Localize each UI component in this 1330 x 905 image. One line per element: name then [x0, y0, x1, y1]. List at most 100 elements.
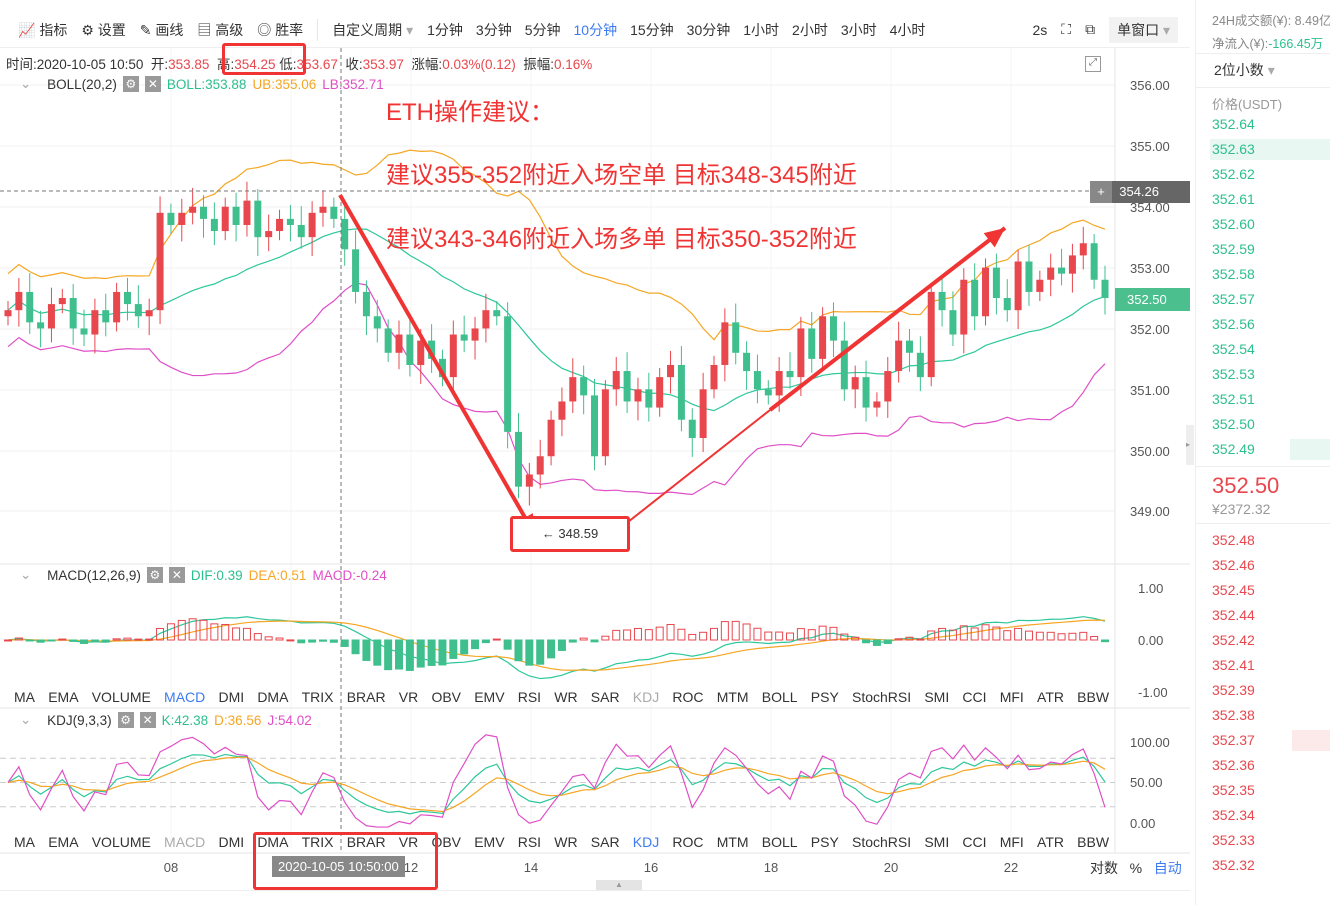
bid-row[interactable]: 352.32 — [1196, 853, 1330, 878]
ask-row[interactable]: 352.49 — [1196, 437, 1330, 462]
bid-row[interactable]: 352.42 — [1196, 628, 1330, 653]
tab-rsi[interactable]: RSI — [517, 834, 542, 850]
tab-atr[interactable]: ATR — [1037, 689, 1064, 705]
tab-trix[interactable]: TRIX — [301, 834, 334, 850]
close-icon[interactable]: ✕ — [168, 567, 185, 583]
tab-cci[interactable]: CCI — [962, 834, 987, 850]
tab-macd[interactable]: MACD — [164, 689, 206, 705]
tab-volume[interactable]: VOLUME — [91, 689, 151, 705]
tab-emv[interactable]: EMV — [474, 689, 505, 705]
tab-vr[interactable]: VR — [398, 689, 419, 705]
period-7[interactable]: 2小时 — [792, 21, 828, 38]
tab-vr[interactable]: VR — [398, 834, 419, 850]
tab-mtm[interactable]: MTM — [716, 834, 749, 850]
ask-row[interactable]: 352.58 — [1196, 262, 1330, 287]
tab-boll[interactable]: BOLL — [761, 834, 798, 850]
tab-dmi[interactable]: DMI — [218, 834, 245, 850]
winrate-tool[interactable]: ◎ 胜率 — [257, 21, 304, 38]
tab-mfi[interactable]: MFI — [999, 834, 1024, 850]
bid-row[interactable]: 352.34 — [1196, 803, 1330, 828]
ask-row[interactable]: 352.61 — [1196, 187, 1330, 212]
tab-mfi[interactable]: MFI — [999, 689, 1024, 705]
tab-wr[interactable]: WR — [554, 834, 578, 850]
tab-stochrsi[interactable]: StochRSI — [852, 689, 912, 705]
bid-row[interactable]: 352.45 — [1196, 578, 1330, 603]
window-mode-select[interactable]: 单窗口 ▾ — [1109, 16, 1178, 43]
tab-cci[interactable]: CCI — [962, 689, 987, 705]
tab-kdj[interactable]: KDJ — [632, 689, 660, 705]
log-toggle[interactable]: 对数 — [1090, 860, 1118, 876]
draw-tool[interactable]: ✎ 画线 — [139, 21, 184, 38]
tab-dmi[interactable]: DMI — [218, 689, 245, 705]
tab-sar[interactable]: SAR — [590, 834, 620, 850]
tab-ma[interactable]: MA — [14, 689, 35, 705]
tab-boll[interactable]: BOLL — [761, 689, 798, 705]
refresh-interval[interactable]: 2s — [1032, 21, 1048, 38]
tab-brar[interactable]: BRAR — [346, 834, 386, 850]
ask-row[interactable]: 352.63 — [1196, 137, 1330, 162]
close-icon[interactable]: ✕ — [144, 76, 161, 92]
collapse-panel-icon[interactable]: ▲ — [596, 880, 642, 890]
bid-row[interactable]: 352.37 — [1196, 728, 1330, 753]
period-2[interactable]: 5分钟 — [524, 21, 561, 38]
tab-smi[interactable]: SMI — [924, 834, 950, 850]
period-1[interactable]: 3分钟 — [475, 21, 512, 38]
tab-roc[interactable]: ROC — [672, 834, 704, 850]
fullscreen-icon[interactable]: ⛶ — [1061, 21, 1072, 37]
tab-psy[interactable]: PSY — [810, 689, 839, 705]
bid-row[interactable]: 352.35 — [1196, 778, 1330, 803]
tab-ema[interactable]: EMA — [48, 689, 79, 705]
tab-ema[interactable]: EMA — [48, 834, 79, 850]
tab-macd[interactable]: MACD — [164, 834, 206, 850]
period-6[interactable]: 1小时 — [743, 21, 780, 38]
custom-period-select[interactable]: 自定义周期 ▾ — [332, 20, 413, 40]
candlestick-chart[interactable]: 356.00 355.00 354.00 353.00 352.00 351.00 350.… — [0, 48, 1190, 888]
ask-row[interactable]: 352.51 — [1196, 387, 1330, 412]
collapse-icon[interactable]: ⌄ — [20, 76, 32, 91]
bid-row[interactable]: 352.36 — [1196, 753, 1330, 778]
ask-row[interactable]: 352.56 — [1196, 312, 1330, 337]
tab-ma[interactable]: MA — [14, 834, 35, 850]
bid-row[interactable]: 352.44 — [1196, 603, 1330, 628]
tab-psy[interactable]: PSY — [810, 834, 839, 850]
ask-row[interactable]: 352.50 — [1196, 412, 1330, 437]
period-4[interactable]: 15分钟 — [630, 21, 674, 38]
tab-brar[interactable]: BRAR — [346, 689, 386, 705]
tab-volume[interactable]: VOLUME — [91, 834, 151, 850]
tab-obv[interactable]: OBV — [431, 834, 462, 850]
close-icon[interactable]: ✕ — [139, 712, 156, 728]
gear-icon[interactable]: ⚙ — [122, 76, 139, 92]
period-0[interactable]: 1分钟 — [427, 21, 463, 38]
panel-toggle-icon[interactable]: ▸ — [1186, 425, 1194, 465]
tab-trix[interactable]: TRIX — [301, 689, 334, 705]
ask-row[interactable]: 352.59 — [1196, 237, 1330, 262]
tab-obv[interactable]: OBV — [431, 689, 462, 705]
ask-row[interactable]: 352.62 — [1196, 162, 1330, 187]
gear-icon[interactable]: ⚙ — [117, 712, 134, 728]
bid-row[interactable]: 352.46 — [1196, 553, 1330, 578]
tab-roc[interactable]: ROC — [672, 689, 704, 705]
ask-row[interactable]: 352.64 — [1196, 112, 1330, 137]
tab-bbw[interactable]: BBW — [1077, 689, 1110, 705]
period-5[interactable]: 30分钟 — [686, 21, 731, 38]
tab-mtm[interactable]: MTM — [716, 689, 749, 705]
expand-icon[interactable]: ⤢ — [1085, 56, 1101, 72]
indicator-tool[interactable]: 📈 指标 — [18, 21, 68, 38]
ask-row[interactable]: 352.54 — [1196, 337, 1330, 362]
tab-kdj[interactable]: KDJ — [632, 834, 660, 850]
collapse-icon[interactable]: ⌄ — [20, 712, 32, 727]
tab-sar[interactable]: SAR — [590, 689, 620, 705]
ask-row[interactable]: 352.53 — [1196, 362, 1330, 387]
period-8[interactable]: 3小时 — [840, 21, 877, 38]
bid-row[interactable]: 352.39 — [1196, 678, 1330, 703]
bid-row[interactable]: 352.41 — [1196, 653, 1330, 678]
tab-bbw[interactable]: BBW — [1077, 834, 1110, 850]
auto-toggle[interactable]: 自动 — [1153, 860, 1182, 876]
tab-smi[interactable]: SMI — [924, 689, 950, 705]
ask-row[interactable]: 352.57 — [1196, 287, 1330, 312]
ask-row[interactable]: 352.60 — [1196, 212, 1330, 237]
precision-select[interactable]: 2位小数 ▾ — [1196, 54, 1330, 88]
tab-rsi[interactable]: RSI — [517, 689, 542, 705]
period-3[interactable]: 10分钟 — [573, 21, 618, 38]
tab-dma[interactable]: DMA — [257, 689, 289, 705]
